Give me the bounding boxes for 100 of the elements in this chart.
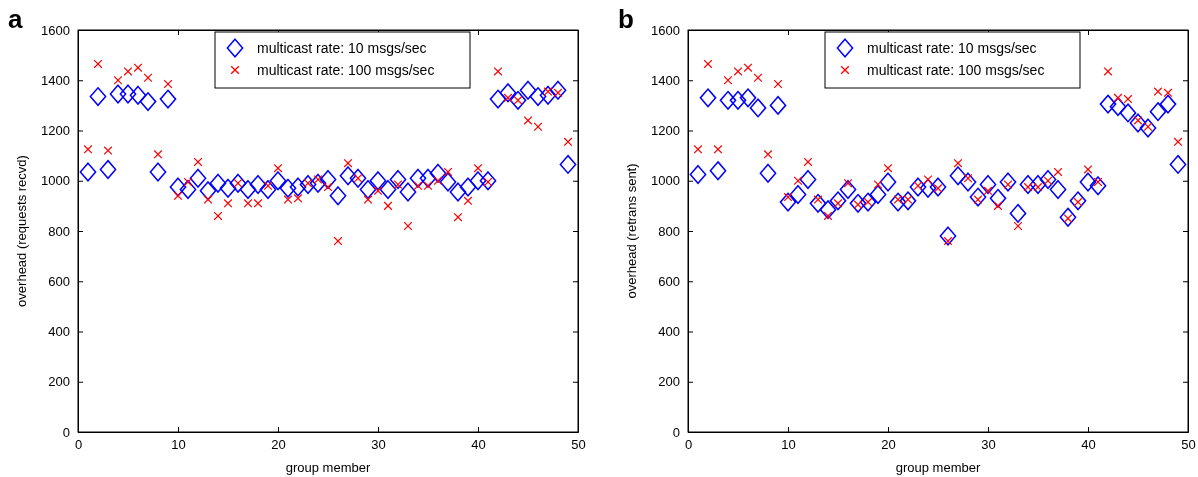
y-tick-label: 1600	[651, 22, 680, 38]
point	[803, 157, 813, 167]
y-axis-title: overhead (requests recvd)	[14, 155, 29, 307]
point	[523, 116, 533, 125]
point	[493, 67, 503, 76]
y-tick-label: 1400	[651, 72, 680, 88]
point	[219, 178, 237, 198]
point	[1089, 176, 1107, 196]
point	[183, 177, 193, 187]
point	[93, 59, 103, 69]
point	[1053, 167, 1063, 177]
point	[223, 198, 233, 208]
y-tick-label: 800	[48, 223, 70, 239]
point	[503, 93, 513, 103]
x-tick-label: 40	[1081, 437, 1096, 453]
x-tick-label: 20	[271, 437, 286, 453]
point	[939, 226, 957, 246]
y-tick-label: 1000	[651, 173, 680, 189]
point	[259, 180, 277, 200]
y-tick-label: 1600	[41, 22, 70, 38]
point	[719, 90, 737, 110]
point	[289, 177, 307, 197]
point	[909, 177, 927, 197]
point	[1169, 154, 1187, 174]
y-tick-label: 1400	[41, 72, 70, 88]
y-tick-label: 1200	[651, 123, 680, 139]
point	[329, 186, 347, 206]
point	[959, 172, 977, 192]
y-tick-label: 0	[62, 424, 70, 440]
point	[729, 90, 747, 110]
point	[323, 182, 333, 192]
y-tick-label: 1000	[41, 173, 70, 189]
legend-label: multicast rate: 10 msgs/sec	[257, 40, 427, 56]
point	[309, 173, 327, 193]
point	[929, 177, 947, 197]
point	[229, 173, 247, 193]
x-axis-title: group member	[895, 460, 981, 475]
point	[713, 144, 723, 154]
point	[823, 211, 833, 221]
point	[1039, 169, 1057, 189]
point	[299, 175, 317, 195]
point	[1159, 94, 1177, 114]
point	[489, 89, 507, 109]
point	[203, 195, 213, 205]
point	[743, 63, 753, 73]
point	[319, 169, 337, 189]
point	[379, 180, 397, 200]
y-axis-title: overhead (retrans sent)	[624, 163, 639, 299]
point	[559, 154, 577, 174]
point	[869, 185, 887, 205]
point	[213, 211, 223, 221]
point	[149, 162, 167, 182]
point	[499, 83, 517, 103]
x-axis-title: group member	[285, 460, 371, 475]
point	[389, 169, 407, 189]
point	[383, 201, 393, 211]
point	[83, 144, 93, 154]
point	[103, 146, 113, 156]
y-tick-label: 600	[48, 273, 70, 289]
y-tick-label: 600	[658, 273, 680, 289]
x-tick-label: 30	[371, 437, 386, 453]
point	[473, 163, 483, 173]
point	[953, 158, 963, 168]
point	[699, 88, 717, 108]
point	[443, 167, 453, 177]
y-tick-label: 400	[658, 324, 680, 340]
point	[789, 185, 807, 205]
point	[923, 175, 933, 184]
point	[449, 182, 467, 202]
point	[509, 90, 527, 110]
point	[479, 171, 497, 191]
point	[899, 191, 917, 211]
y-tick-label: 200	[658, 374, 680, 390]
x-tick-label: 50	[571, 437, 586, 453]
point	[1103, 67, 1113, 76]
point	[369, 171, 387, 191]
point	[343, 158, 353, 168]
point	[1149, 102, 1167, 122]
point	[469, 171, 487, 191]
point	[723, 75, 733, 85]
point	[419, 168, 437, 188]
point	[873, 180, 883, 189]
point	[693, 144, 703, 154]
point	[1019, 175, 1037, 195]
point	[1049, 180, 1067, 200]
point	[459, 177, 477, 197]
point	[753, 73, 763, 83]
point	[239, 180, 257, 200]
x-tick-label: 40	[471, 437, 486, 453]
point	[749, 98, 767, 118]
point	[779, 192, 797, 212]
point	[1139, 118, 1157, 138]
point	[1029, 175, 1047, 195]
point	[189, 168, 207, 188]
point	[769, 95, 787, 115]
legend-label: multicast rate: 10 msgs/sec	[867, 40, 1037, 56]
point	[143, 73, 153, 83]
point	[799, 169, 817, 189]
point	[153, 149, 163, 159]
x-tick-label: 0	[684, 437, 693, 453]
